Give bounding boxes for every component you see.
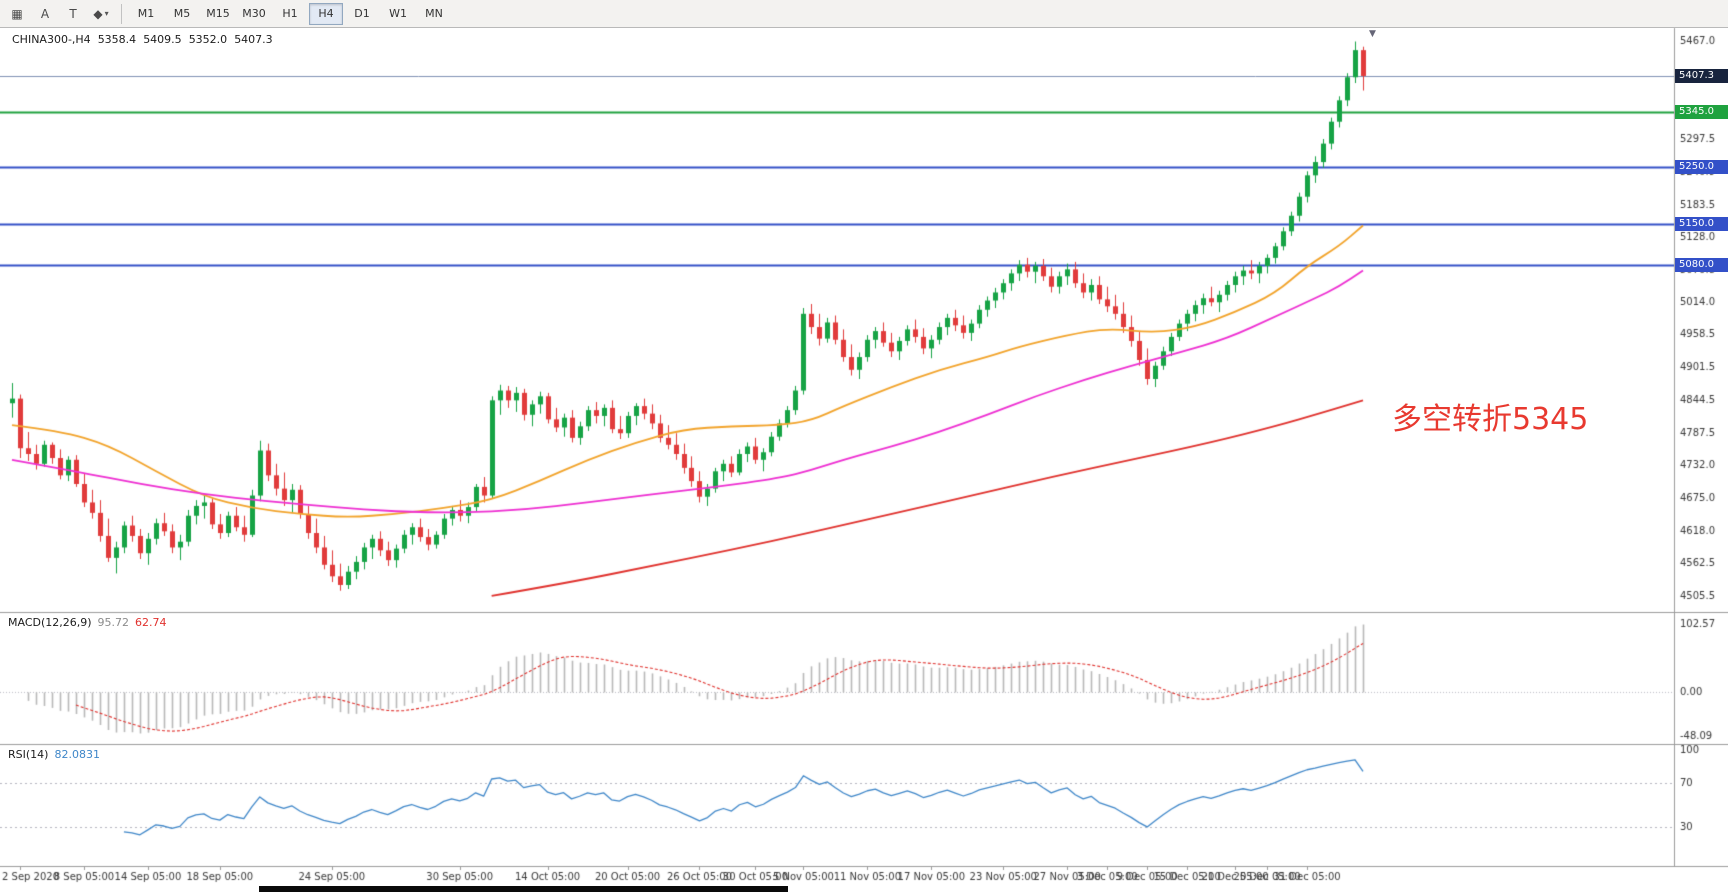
- text-cursor-tool-icon: A: [40, 6, 50, 21]
- dropdown-caret-icon: ▾: [104, 9, 109, 18]
- drawing-tools-group: ▦ A T ◆ ▾: [3, 2, 115, 26]
- timeframe-button-H4[interactable]: H4: [309, 2, 343, 25]
- price-flag-5080.0: 5080.0: [1675, 257, 1728, 272]
- chart-ohlc-header: CHINA300-,H4 5358.4 5409.5 5352.0 5407.3: [12, 33, 280, 46]
- ohlc-close: 5407.3: [234, 33, 273, 46]
- ohlc-high: 5409.5: [143, 33, 182, 46]
- ohlc-open: 5358.4: [97, 33, 137, 46]
- text-label-tool-button[interactable]: T: [60, 2, 86, 26]
- shapes-dropdown-button[interactable]: ◆ ▾: [88, 2, 114, 26]
- timeframe-button-MN[interactable]: MN: [425, 7, 443, 20]
- text-label-tool-icon: T: [69, 6, 77, 21]
- timeframes-group: M1 M5 M15 M30 H1 H4 D1 W1 MN: [128, 2, 452, 25]
- shapes-dropdown-icon: ◆: [93, 6, 103, 21]
- macd-signal-value: 62.74: [135, 616, 167, 629]
- rsi-header: RSI(14) 82.0831: [8, 748, 100, 761]
- price-flag-5345.0: 5345.0: [1675, 104, 1728, 119]
- macd-main-value: 95.72: [97, 616, 130, 629]
- timeframe-button-M15[interactable]: M15: [206, 7, 230, 20]
- symbol-timeframe-label: CHINA300-,H4: [12, 33, 91, 46]
- windows-grid-button[interactable]: ▦: [4, 2, 30, 26]
- chart-shift-marker-icon: ▼: [1369, 29, 1376, 39]
- rsi-name: RSI(14): [8, 748, 49, 761]
- text-cursor-tool-button[interactable]: A: [32, 2, 58, 26]
- ohlc-low: 5352.0: [188, 33, 228, 46]
- timeframe-button-M30[interactable]: M30: [242, 7, 266, 20]
- macd-header: MACD(12,26,9) 95.72 62.74: [8, 616, 167, 629]
- price-flag-5250.0: 5250.0: [1675, 159, 1728, 174]
- toolbar: ▦ A T ◆ ▾ M1 M5 M15 M30 H1 H4 D1 W1 MN: [0, 0, 1728, 28]
- rsi-value: 82.0831: [54, 748, 100, 761]
- price-annotation-text: 多空转折5345: [1392, 402, 1589, 437]
- macd-name: MACD(12,26,9): [8, 616, 92, 629]
- timeframe-button-M5[interactable]: M5: [173, 7, 191, 20]
- price-flag-5407.3: 5407.3: [1675, 68, 1728, 83]
- timeframe-button-D1[interactable]: D1: [354, 7, 370, 20]
- timeframe-button-H1[interactable]: H1: [282, 7, 298, 20]
- timeframe-button-M1[interactable]: M1: [137, 7, 155, 20]
- windows-grid-icon: ▦: [11, 6, 23, 21]
- toolbar-separator: [121, 3, 122, 24]
- timeframe-button-W1[interactable]: W1: [389, 7, 407, 20]
- bottom-black-bar: [259, 886, 788, 892]
- price-flag-5150.0: 5150.0: [1675, 217, 1728, 232]
